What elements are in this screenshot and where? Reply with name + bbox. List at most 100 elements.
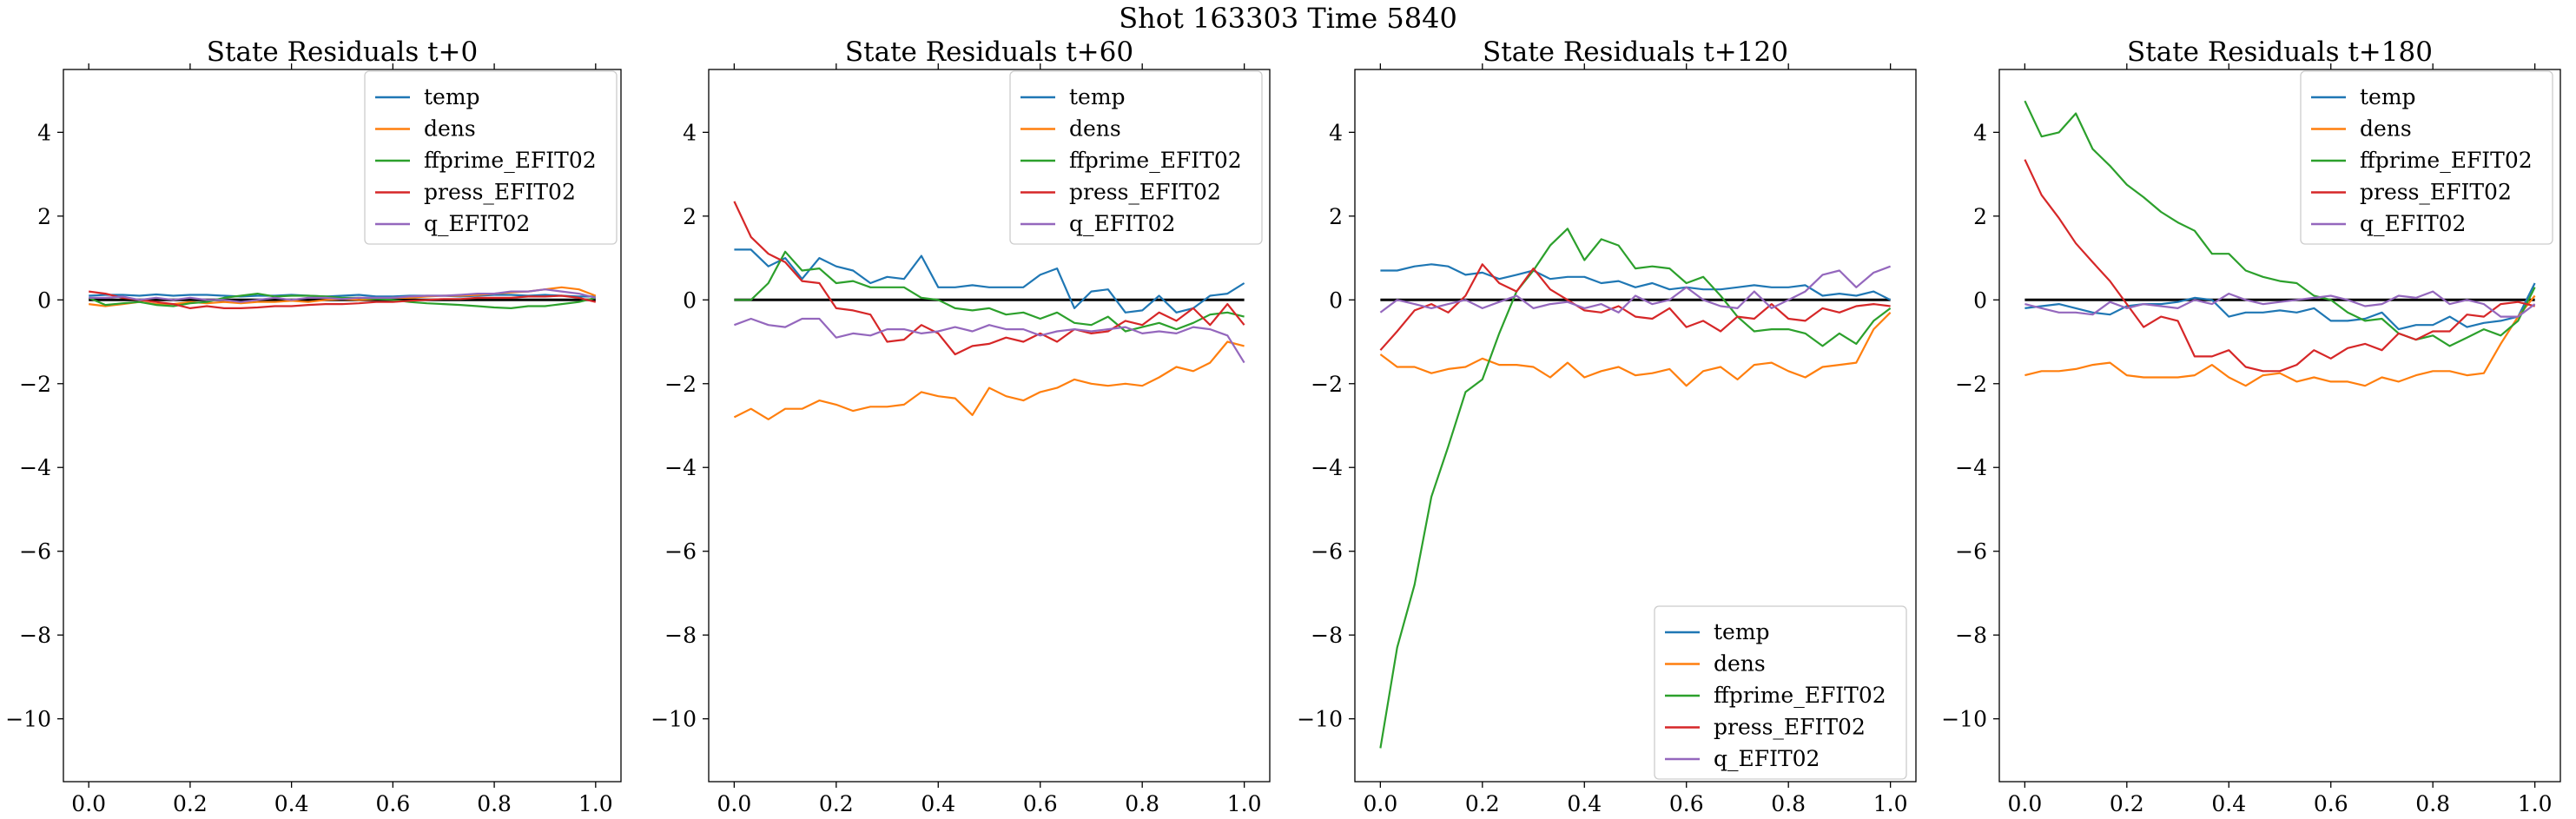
x-tick-label: 0.0 bbox=[717, 791, 751, 816]
y-tick-label: −2 bbox=[664, 372, 697, 397]
series-line-q-efit02 bbox=[1379, 265, 1891, 314]
y-tick-label: 2 bbox=[1329, 204, 1343, 229]
legend: temp dens ffprime_EFIT02 press_EFIT02 q_EFIT… bbox=[1654, 605, 1907, 780]
legend-label: q_EFIT02 bbox=[1714, 746, 1820, 771]
y-tick-label: −6 bbox=[1311, 539, 1343, 565]
subplot-2: State Residuals t+60 0.0 0.2 0.4 0.6 0.8 1.0 4 2… bbox=[651, 36, 1271, 816]
y-tick-label: 4 bbox=[37, 120, 51, 145]
y-tick-label: 2 bbox=[37, 204, 51, 229]
series-line-press-efit02 bbox=[1379, 263, 1891, 351]
series-line-q-efit02 bbox=[2024, 290, 2536, 318]
legend-label: q_EFIT02 bbox=[424, 211, 530, 236]
x-tick-label: 0.4 bbox=[1567, 791, 1602, 816]
axes-frame bbox=[1998, 69, 2561, 783]
y-tick-label: −2 bbox=[1955, 372, 1987, 397]
x-tick-label: 0.4 bbox=[274, 791, 309, 816]
legend: temp dens ffprime_EFIT02 press_EFIT02 q_EFIT… bbox=[2300, 70, 2553, 245]
series-line-dens bbox=[733, 340, 1245, 420]
x-tick-label: 0.2 bbox=[173, 791, 208, 816]
legend-box bbox=[1654, 605, 1907, 780]
x-tick-label: 0.2 bbox=[819, 791, 854, 816]
legend-label: temp bbox=[424, 84, 480, 109]
y-tick-label: −10 bbox=[1941, 707, 1987, 732]
x-tick-label: 0.4 bbox=[2211, 791, 2246, 816]
y-tick-label: −2 bbox=[19, 372, 51, 397]
y-tick-label: −8 bbox=[664, 623, 697, 648]
series-line-press-efit02 bbox=[2024, 159, 2535, 373]
y-tick-label: −10 bbox=[5, 707, 51, 732]
y-tick-label: 0 bbox=[1973, 287, 1987, 313]
axes-frame bbox=[1354, 69, 1917, 783]
series-line-q-efit02 bbox=[734, 317, 1245, 364]
x-tick-label: 0.8 bbox=[1125, 791, 1159, 816]
x-tick-label: 0.0 bbox=[71, 791, 106, 816]
legend-label: temp bbox=[1069, 84, 1126, 109]
legend-label: press_EFIT02 bbox=[424, 180, 576, 205]
x-tick-label: 0.8 bbox=[2415, 791, 2450, 816]
y-tick-label: 2 bbox=[1973, 204, 1987, 229]
legend-label: dens bbox=[1714, 651, 1766, 677]
legend-label: press_EFIT02 bbox=[1069, 180, 1221, 205]
series-line-ffprime-efit02 bbox=[88, 293, 597, 309]
y-tick-label: −6 bbox=[1955, 539, 1987, 565]
legend: temp dens ffprime_EFIT02 press_EFIT02 q_EFIT… bbox=[1009, 70, 1263, 245]
y-tick-label: 4 bbox=[1329, 120, 1343, 145]
y-tick-label: −8 bbox=[1311, 623, 1343, 648]
legend-label: dens bbox=[2360, 116, 2412, 142]
subplot-4: State Residuals t+180 0.0 0.2 0.4 0.6 0.8 1.0 4… bbox=[1941, 36, 2561, 816]
series-line-ffprime-efit02 bbox=[734, 250, 1245, 333]
x-tick-label: 1.0 bbox=[2518, 791, 2553, 816]
x-tick-label: 0.8 bbox=[1771, 791, 1806, 816]
y-tick-label: 0 bbox=[683, 287, 697, 313]
subplot-title: State Residuals t+0 bbox=[207, 36, 478, 68]
y-tick-label: −10 bbox=[651, 707, 697, 732]
y-tick-label: −6 bbox=[19, 539, 51, 565]
legend-label: ffprime_EFIT02 bbox=[424, 148, 597, 173]
y-tick-label: −4 bbox=[664, 455, 697, 480]
legend-label: dens bbox=[1069, 116, 1121, 142]
x-tick-label: 0.0 bbox=[2007, 791, 2042, 816]
series-line-ffprime-efit02 bbox=[1379, 228, 1892, 749]
legend-box bbox=[1009, 70, 1263, 245]
subplot-title: State Residuals t+180 bbox=[2127, 36, 2433, 68]
series-line-ffprime-efit02 bbox=[2024, 100, 2536, 347]
x-tick-label: 1.0 bbox=[578, 791, 613, 816]
subplot-title: State Residuals t+60 bbox=[845, 36, 1133, 68]
legend-label: q_EFIT02 bbox=[1069, 211, 1175, 236]
x-tick-label: 1.0 bbox=[1873, 791, 1908, 816]
legend-box bbox=[364, 70, 618, 245]
y-tick-label: −6 bbox=[664, 539, 697, 565]
legend-label: ffprime_EFIT02 bbox=[2360, 148, 2533, 173]
legend-label: ffprime_EFIT02 bbox=[1069, 148, 1242, 173]
x-tick-label: 0.6 bbox=[1023, 791, 1058, 816]
y-tick-label: −10 bbox=[1297, 707, 1343, 732]
x-tick-label: 1.0 bbox=[1227, 791, 1262, 816]
series-line-press-efit02 bbox=[733, 201, 1245, 356]
series-line-temp bbox=[2024, 282, 2536, 331]
legend-label: ffprime_EFIT02 bbox=[1714, 683, 1886, 708]
x-tick-label: 0.2 bbox=[1465, 791, 1500, 816]
subplot-3: State Residuals t+120 0.0 0.2 0.4 0.6 0.8 1.0 4… bbox=[1297, 36, 1917, 816]
series-line-press-efit02 bbox=[89, 290, 597, 309]
series-line-temp bbox=[1380, 263, 1892, 301]
y-tick-label: −8 bbox=[1955, 623, 1987, 648]
series-line-dens bbox=[2024, 294, 2536, 387]
legend-label: temp bbox=[2360, 84, 2416, 109]
legend-label: press_EFIT02 bbox=[1714, 715, 1866, 740]
subplot-title: State Residuals t+120 bbox=[1483, 36, 1788, 68]
subplot-1: State Residuals t+0 0.0 0.2 0.4 0.6 0.8 1.0 4 2 0… bbox=[5, 36, 622, 816]
y-tick-label: 4 bbox=[683, 120, 697, 145]
legend-label: dens bbox=[424, 116, 476, 142]
x-tick-label: 0.4 bbox=[921, 791, 955, 816]
y-tick-label: 4 bbox=[1973, 120, 1987, 145]
y-tick-label: 2 bbox=[683, 204, 697, 229]
y-tick-label: 0 bbox=[37, 287, 51, 313]
legend: temp dens ffprime_EFIT02 press_EFIT02 q_EFIT… bbox=[364, 70, 618, 245]
y-tick-label: −8 bbox=[19, 623, 51, 648]
legend-label: press_EFIT02 bbox=[2360, 180, 2512, 205]
y-tick-label: −4 bbox=[1311, 455, 1343, 480]
series-line-temp bbox=[89, 293, 596, 298]
x-tick-label: 0.6 bbox=[1669, 791, 1704, 816]
series-line-q-efit02 bbox=[89, 288, 597, 303]
